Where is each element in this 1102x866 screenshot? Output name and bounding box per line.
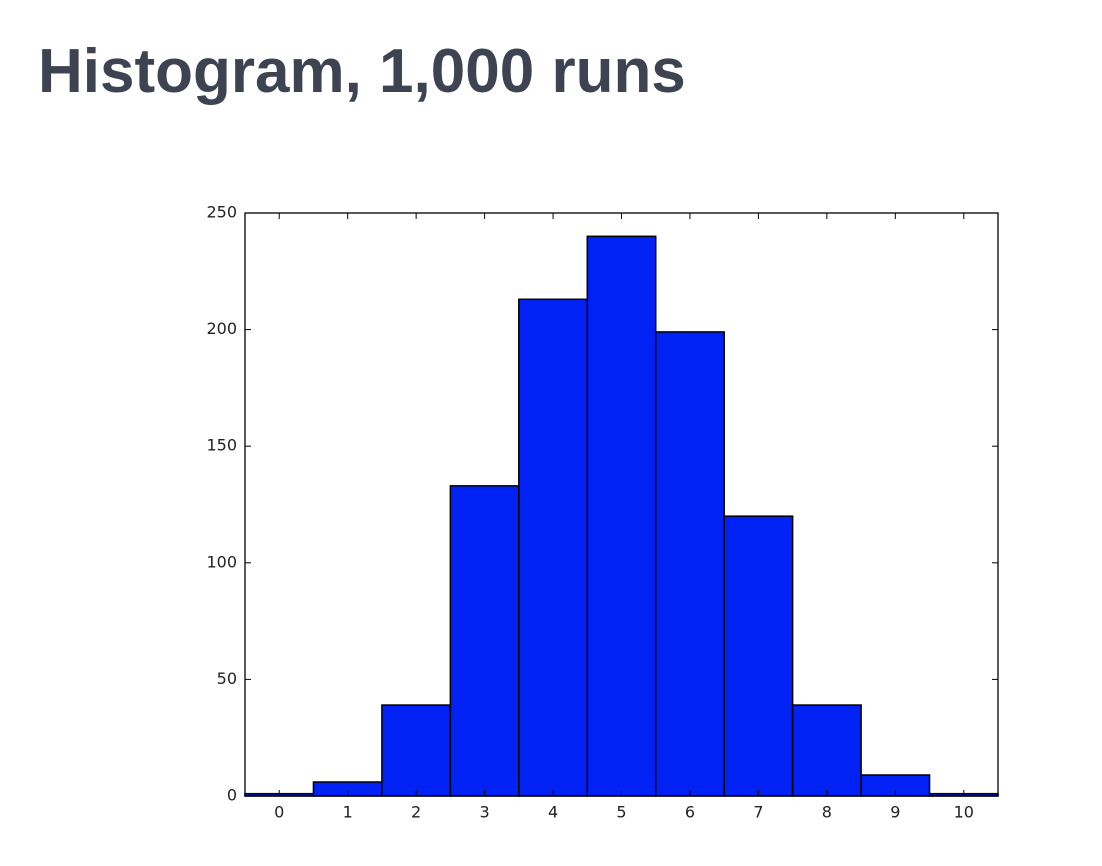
x-tick-label: 5 (616, 803, 626, 822)
x-tick-label: 8 (822, 803, 832, 822)
x-tick-label: 10 (954, 803, 974, 822)
x-tick-label: 6 (685, 803, 695, 822)
y-tick-label: 250 (206, 203, 237, 222)
y-tick-label: 200 (206, 319, 237, 338)
bar (381, 704, 452, 797)
x-tick-label: 0 (274, 803, 284, 822)
y-tick-label: 50 (217, 669, 237, 688)
bar (723, 515, 794, 797)
x-tick-label: 9 (890, 803, 900, 822)
x-tick-label: 1 (343, 803, 353, 822)
bar (586, 235, 657, 797)
y-tick-label: 150 (206, 436, 237, 455)
bar (518, 298, 589, 797)
bar (654, 331, 725, 797)
x-tick-label: 7 (753, 803, 763, 822)
x-tick-label: 3 (479, 803, 489, 822)
bar (449, 485, 520, 797)
y-tick-label: 100 (206, 552, 237, 571)
y-tick-label: 0 (227, 786, 237, 805)
x-tick-label: 4 (548, 803, 558, 822)
x-tick-label: 2 (411, 803, 421, 822)
page-title: Histogram, 1,000 runs (38, 37, 686, 106)
bar (791, 704, 862, 797)
